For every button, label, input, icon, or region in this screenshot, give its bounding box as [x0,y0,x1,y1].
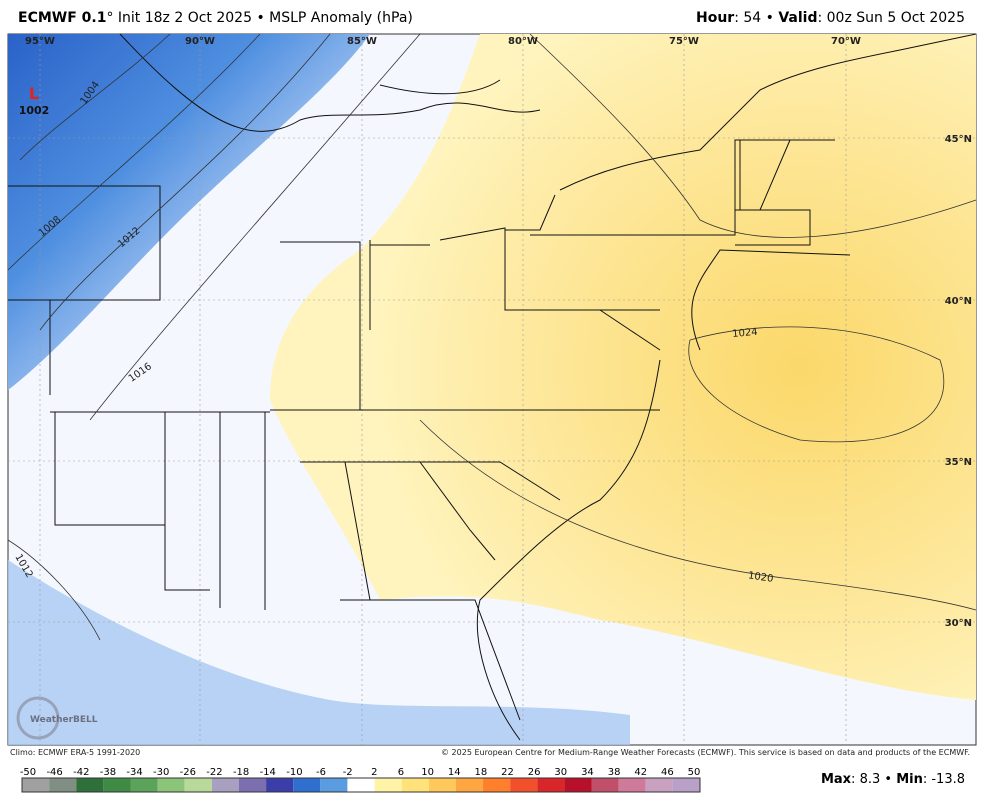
latitude-label: 30°N [945,618,972,629]
colorbar-tick-label: 26 [528,767,541,778]
valid-value: : 00z Sun 5 Oct 2025 [817,10,965,26]
longitude-label: 80°W [508,36,538,47]
max-label: Max [821,772,852,787]
colorbar-tick-label: -38 [100,767,116,778]
colorbar-segment [211,778,239,792]
colorbar-tick-label: 6 [398,767,404,778]
min-label: Min [896,772,923,787]
longitude-label: 75°W [669,36,699,47]
isobar-label: 1020 [747,570,774,584]
longitude-label: 70°W [831,36,861,47]
colorbar-tick-label: 14 [448,767,461,778]
colorbar-segment [537,778,565,792]
colorbar-tick-label: -2 [343,767,353,778]
low-pressure: 1002 [19,104,50,117]
colorbar-segment [184,778,212,792]
colorbar-tick-label: 2 [371,767,377,778]
colorbar-segment [22,778,50,792]
colorbar-segment [76,778,104,792]
colorbar-tick-label: 34 [581,767,594,778]
latitude-label: 40°N [945,296,972,307]
colorbar-tick-label: -6 [316,767,326,778]
colorbar-tick-label: -10 [286,767,302,778]
colorbar-segment [103,778,131,792]
colorbar-tick-label: 50 [688,767,701,778]
colorbar-segment [591,778,619,792]
high-anomaly [270,34,976,700]
logo: WeatherBELL [30,715,98,725]
description: ° Init 18z 2 Oct 2025 • MSLP Anomaly (hP… [106,10,412,26]
borders [8,33,977,741]
colorbar-segment [238,778,267,792]
colorbar-segment [130,778,158,792]
isobars [7,33,977,641]
colorbar-tick-label: -30 [153,767,169,778]
latitude-label: 35°N [945,457,972,468]
isobar-label: 1024 [732,327,758,340]
colorbar-segment [49,778,77,792]
min-value: -13.8 [931,772,965,787]
colorbar-tick-label: -22 [206,767,222,778]
colorbar-segment [320,778,348,792]
separator: • [880,772,896,787]
colorbar-tick-label: -18 [233,767,249,778]
colorbar-tick-label: 22 [501,767,514,778]
header-left: ECMWF 0.1° Init 18z 2 Oct 2025 • MSLP An… [18,10,413,26]
colorbar-segment [347,778,375,792]
colorbar-tick-label: 46 [661,767,674,778]
colorbar-segment [157,778,185,792]
colorbar-segment [374,778,402,792]
logo-mark [16,696,60,740]
colorbar-tick-label: 10 [421,767,434,778]
colorbar-segment [564,778,592,792]
colorbar-tick-label: -14 [260,767,276,778]
header-right: Hour: 54 • Valid: 00z Sun 5 Oct 2025 [696,10,965,26]
colorbar-tick-label: -42 [73,767,89,778]
colorbar-segment [645,778,673,792]
max-value: 8.3 [860,772,881,787]
colorbar-tick-label: 42 [634,767,647,778]
colorbar-tick-label: -34 [126,767,142,778]
colorbar-segment [293,778,321,792]
longitude-label: 95°W [25,36,55,47]
colorbar-tick-label: 38 [608,767,621,778]
colorbar-tick-label: -46 [46,767,62,778]
model: ECMWF 0.1 [18,10,106,26]
graticule [8,34,976,745]
hour-label: Hour [696,10,734,26]
valid-label: Valid [778,10,817,26]
separator: : [923,772,932,787]
colorbar-segment [455,778,484,792]
colorbar-frame [21,777,701,793]
colorbar-segment [618,778,646,792]
colorbar-tick-label: 18 [475,767,488,778]
colorbar-segment [672,778,700,792]
map: 1004 1008 1012 1016 1020 1024 1012 L 100… [7,33,977,746]
separator: : [851,772,860,787]
stats: Max: 8.3 • Min: -13.8 [821,772,965,787]
low-symbol: L [29,84,39,103]
colorbar-tick-label: -50 [20,767,36,778]
colorbar-tick-label: -26 [180,767,196,778]
climo-note: Climo: ECMWF ERA-5 1991-2020 [10,748,140,757]
colorbar-segment [483,778,511,792]
latitude-label: 45°N [945,134,972,145]
longitude-label: 90°W [185,36,215,47]
low-anomaly [8,34,370,390]
longitude-label: 85°W [347,36,377,47]
colorbar-tick-label: 30 [554,767,567,778]
colorbar-segment [510,778,538,792]
colorbar: -50 -46 -42 -38 -34 -30 -26 -22 -18 -14 -10 -6 -2 2 6 1… [20,767,701,793]
copyright: © 2025 European Centre for Medium-Range … [441,748,970,757]
gulf-anomaly [8,560,630,745]
colorbar-segment [428,778,456,792]
hour-value: : 54 • [734,10,778,26]
colorbar-segment [266,778,294,792]
colorbar-segment [401,778,429,792]
